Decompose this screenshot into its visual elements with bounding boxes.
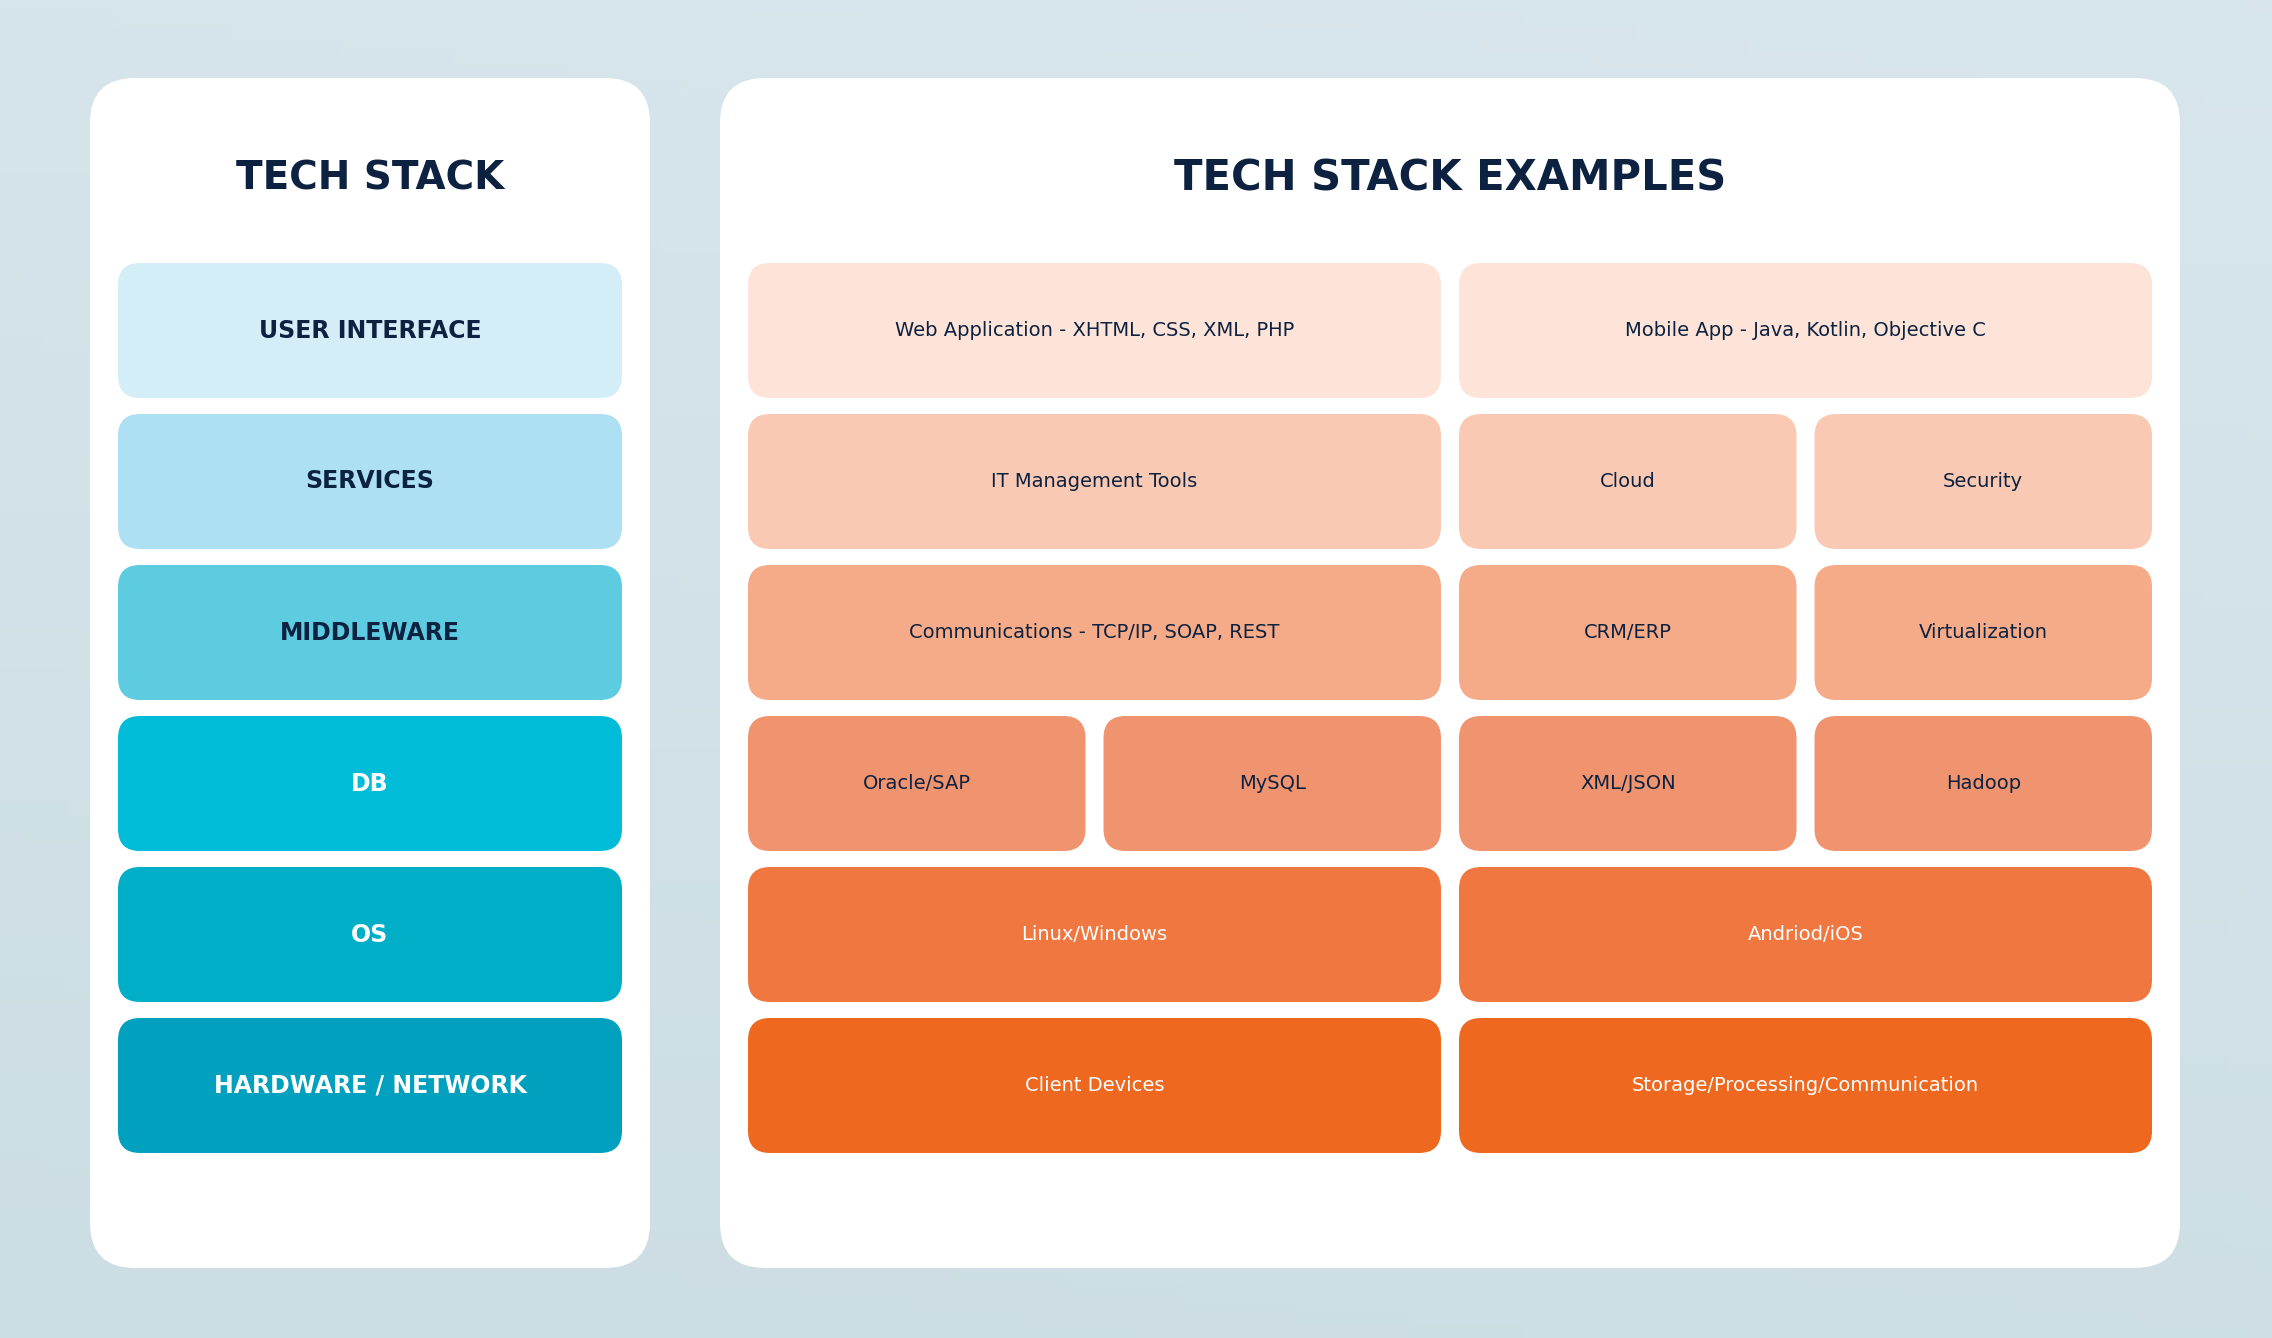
Text: Hadoop: Hadoop [1945, 773, 2020, 793]
FancyBboxPatch shape [118, 413, 623, 549]
FancyBboxPatch shape [720, 78, 2181, 1268]
Text: Virtualization: Virtualization [1920, 624, 2047, 642]
FancyBboxPatch shape [118, 565, 623, 700]
Text: Mobile App - Java, Kotlin, Objective C: Mobile App - Java, Kotlin, Objective C [1624, 321, 1986, 340]
FancyBboxPatch shape [747, 867, 1440, 1002]
FancyBboxPatch shape [747, 716, 1086, 851]
Text: USER INTERFACE: USER INTERFACE [259, 318, 482, 343]
Text: MIDDLEWARE: MIDDLEWARE [279, 621, 459, 645]
FancyBboxPatch shape [747, 413, 1440, 549]
FancyBboxPatch shape [1104, 716, 1440, 851]
FancyBboxPatch shape [91, 78, 650, 1268]
Text: Oracle/SAP: Oracle/SAP [863, 773, 970, 793]
Text: Andriod/iOS: Andriod/iOS [1747, 925, 1863, 945]
Text: TECH STACK: TECH STACK [236, 159, 504, 197]
Text: Communications - TCP/IP, SOAP, REST: Communications - TCP/IP, SOAP, REST [909, 624, 1279, 642]
Text: MySQL: MySQL [1238, 773, 1306, 793]
FancyBboxPatch shape [118, 867, 623, 1002]
FancyBboxPatch shape [1459, 413, 1797, 549]
Text: Cloud: Cloud [1599, 472, 1656, 491]
Text: DB: DB [352, 772, 389, 796]
Text: Linux/Windows: Linux/Windows [1022, 925, 1168, 945]
FancyBboxPatch shape [1815, 716, 2152, 851]
Text: XML/JSON: XML/JSON [1579, 773, 1674, 793]
Text: Web Application - XHTML, CSS, XML, PHP: Web Application - XHTML, CSS, XML, PHP [895, 321, 1295, 340]
FancyBboxPatch shape [1459, 565, 1797, 700]
FancyBboxPatch shape [1815, 413, 2152, 549]
Text: OS: OS [352, 922, 389, 946]
Text: CRM/ERP: CRM/ERP [1584, 624, 1672, 642]
FancyBboxPatch shape [747, 264, 1440, 397]
FancyBboxPatch shape [1815, 565, 2152, 700]
FancyBboxPatch shape [747, 565, 1440, 700]
FancyBboxPatch shape [1459, 867, 2152, 1002]
FancyBboxPatch shape [118, 264, 623, 397]
FancyBboxPatch shape [118, 716, 623, 851]
Text: TECH STACK EXAMPLES: TECH STACK EXAMPLES [1175, 157, 1727, 199]
Text: HARDWARE / NETWORK: HARDWARE / NETWORK [214, 1073, 527, 1097]
FancyBboxPatch shape [1459, 264, 2152, 397]
Text: Storage/Processing/Communication: Storage/Processing/Communication [1631, 1076, 1979, 1094]
FancyBboxPatch shape [1459, 716, 1797, 851]
FancyBboxPatch shape [1459, 1018, 2152, 1153]
Text: SERVICES: SERVICES [304, 470, 434, 494]
Text: IT Management Tools: IT Management Tools [991, 472, 1197, 491]
Text: Client Devices: Client Devices [1025, 1076, 1163, 1094]
FancyBboxPatch shape [747, 1018, 1440, 1153]
FancyBboxPatch shape [118, 1018, 623, 1153]
Text: Security: Security [1943, 472, 2024, 491]
